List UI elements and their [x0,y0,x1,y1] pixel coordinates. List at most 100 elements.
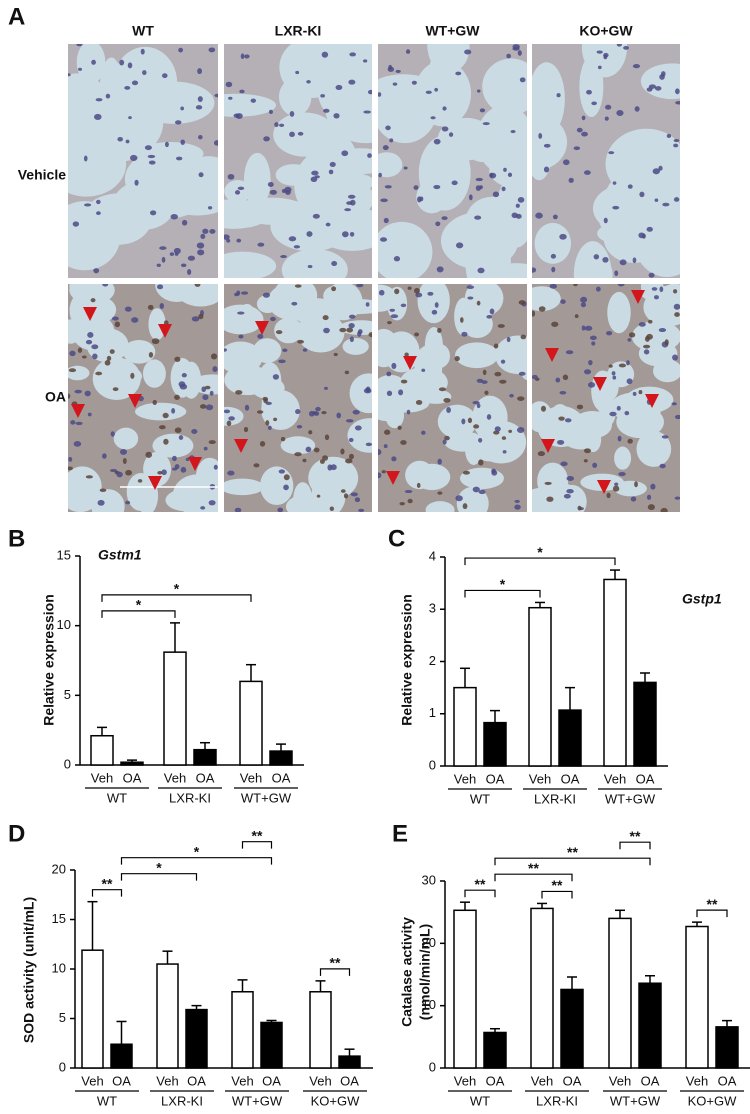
x-tick-label: Veh [231,1073,253,1088]
nucleus [638,389,643,395]
nucleus [128,116,132,120]
nucleus [510,130,516,134]
nucleus [421,430,426,435]
nucleus [267,425,272,430]
nucleus [486,414,492,420]
nucleus [305,446,312,453]
air-space [405,460,435,490]
x-tick-label: OA [636,771,655,786]
bar [638,982,662,1069]
nucleus [250,98,257,103]
nucleus [291,301,298,306]
nucleus [506,336,511,343]
nucleus [489,308,495,315]
nucleus [583,459,588,463]
nucleus [624,411,630,416]
nucleus [210,353,218,360]
nucleus [109,468,118,473]
nucleus [348,322,355,329]
bar [338,1055,361,1069]
nucleus [333,113,340,119]
nucleus [335,84,343,91]
nucleus [384,185,392,189]
nucleus [501,436,507,440]
nucleus [468,194,473,201]
nucleus [349,231,355,237]
significance-bracket [101,594,252,602]
nucleus [110,431,115,437]
air-space [466,196,520,242]
nucleus [269,189,277,195]
nucleus [302,458,307,463]
air-space [495,335,527,375]
nucleus [378,449,382,456]
column-label: WT+GW [425,23,480,39]
nucleus [658,165,663,171]
air-space [278,78,312,117]
nucleus [295,70,300,75]
nucleus [476,89,481,93]
panel-label: D [8,820,25,847]
nucleus [96,211,101,216]
bar [231,991,254,1069]
x-tick-label: OA [123,770,142,785]
x-tick-label: OA [641,1073,660,1088]
air-space [414,345,443,390]
nucleus [191,429,198,434]
nucleus [403,166,408,170]
bar [483,721,507,767]
nucleus [78,67,83,71]
air-space [134,81,215,124]
nucleus [609,411,617,417]
nucleus [532,267,537,273]
air-space [256,294,279,314]
nucleus [244,54,250,59]
x-tick-label: Veh [604,771,626,786]
nucleus [199,404,207,409]
nucleus [491,468,496,474]
nucleus [442,106,447,111]
significance-bracket [101,610,176,618]
group-label: WT [97,1093,117,1108]
nucleus [322,455,329,461]
x-tick-label: OA [718,1073,737,1088]
nucleus [284,186,292,193]
bar [530,907,554,1069]
nucleus [275,330,283,335]
nucleus [518,371,526,376]
nucleus [478,437,483,443]
air-space [425,501,455,512]
air-space [476,104,527,175]
nucleus [313,447,320,453]
air-space [386,286,408,321]
nucleus [576,404,584,410]
nucleus [240,291,249,295]
nucleus [323,327,330,334]
nucleus [559,390,567,395]
nucleus [227,173,235,180]
air-space [378,152,403,178]
nucleus [577,505,582,511]
nucleus [564,418,572,423]
air-space [224,199,270,229]
bar [239,680,263,766]
x-tick-label: Veh [454,771,476,786]
y-axis-label: Catalase activity [399,917,415,1027]
nucleus [144,145,152,151]
nucleus [467,296,474,300]
x-tick-label: OA [262,1073,281,1088]
air-space [437,404,477,439]
nucleus [391,362,397,370]
significance-bracket [494,857,651,866]
group-label: WT+GW [605,791,656,806]
nucleus [307,265,313,269]
column-label: WT [132,23,154,39]
nucleus [325,222,331,227]
nucleus [421,368,426,372]
nucleus [196,242,205,249]
nucleus [294,284,302,288]
nucleus [342,231,349,238]
nucleus [406,409,411,415]
nucleus [237,186,245,190]
nucleus [158,425,166,430]
